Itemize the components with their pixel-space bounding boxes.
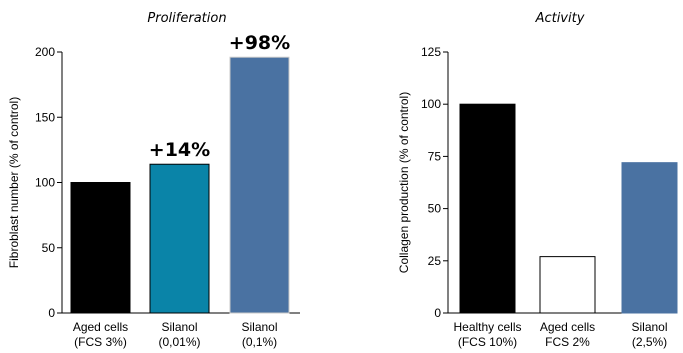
category-label: Healthy cells [453,320,521,334]
y-tick-label: 150 [35,110,55,124]
bar-annotation: +14% [149,139,210,161]
bar [229,56,290,314]
category-label: Aged cells [540,320,595,334]
bar-annotation: +98% [229,32,290,54]
y-tick-label: 75 [428,149,442,163]
y-tick-label: 50 [428,202,442,216]
category-label: Silanol [161,320,197,334]
y-tick-label: 0 [434,306,441,320]
y-tick-label: 100 [35,176,55,190]
bar [621,162,678,314]
chart-title: Activity [535,11,585,26]
category-label: FCS 2% [545,335,590,349]
y-tick-label: 125 [421,45,441,59]
chart-1: Proliferation 0 50 100 150 200 Fibroblast numb… [7,11,300,349]
chart-2: Activity 0 25 50 75 100 125 Collagen production… [397,11,678,349]
y-tick-label: 25 [428,254,442,268]
bar [70,182,131,314]
category-label: Silanol [631,320,667,334]
bar [459,103,516,314]
category-label: Aged cells [73,320,128,334]
bar [539,256,596,314]
y-tick-label: 200 [35,45,55,59]
chart-title: Proliferation [147,11,226,26]
y-axis-label: Collagen production (% of control) [397,92,411,273]
y-tick-label: 50 [42,241,56,255]
y-tick-label: 0 [48,306,55,320]
category-label: (0,01%) [158,335,200,349]
category-label: (FCS 3%) [74,335,127,349]
y-tick-label: 100 [421,97,441,111]
category-label: (FCS 10%) [458,335,517,349]
y-axis-label: Fibroblast number (% of control) [7,97,21,268]
bar [149,163,210,314]
category-label: Silanol [241,320,277,334]
category-label: (0,1%) [242,335,277,349]
category-label: (2,5%) [632,335,667,349]
